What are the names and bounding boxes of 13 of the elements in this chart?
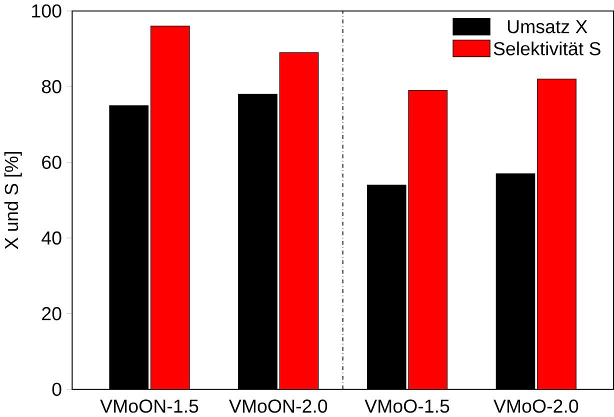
y-tick-label: 80 [42,80,62,94]
y-tick-label: 20 [42,307,62,320]
y-tick-label: 60 [42,156,62,169]
y-tick-label: 0 [52,382,62,396]
y-tick-label: 40 [42,231,62,245]
x-tick-label: VMoON-2.0 [228,399,328,413]
legend-label: Selektivität S [494,42,600,56]
x-tick-label: VMoO-1.5 [364,399,450,413]
legend-label: Umsatz X [508,20,588,34]
x-tick-label: VMoO-2.0 [494,399,578,413]
x-tick-label: VMoON-1.5 [100,399,198,413]
y-tick-label: 100 [32,4,62,18]
y-axis-title: X und S [%] [4,152,22,250]
